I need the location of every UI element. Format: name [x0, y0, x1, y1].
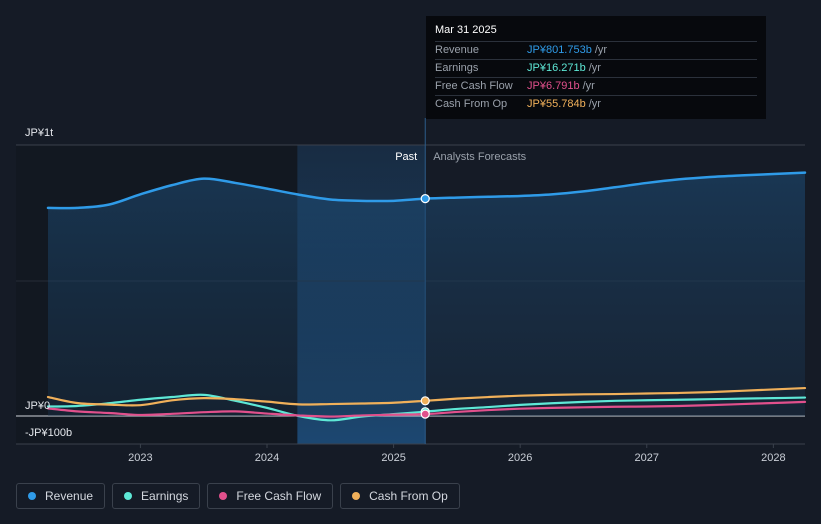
x-tick-2028: 2028 [761, 452, 785, 464]
legend-label: Cash From Op [369, 489, 448, 503]
y-label-minus-100b: -JP¥100b [25, 427, 72, 439]
tooltip-row-free-cash-flow: Free Cash Flow JP¥6.791b /yr [435, 77, 757, 95]
x-tick-2025: 2025 [381, 452, 405, 464]
tooltip-row-revenue: Revenue JP¥801.753b /yr [435, 41, 757, 59]
legend-item-revenue[interactable]: Revenue [16, 483, 106, 509]
revenue-area [48, 172, 805, 416]
revenue-marker [420, 194, 430, 204]
past-label: Past [395, 151, 417, 163]
legend-item-free-cash-flow[interactable]: Free Cash Flow [207, 483, 334, 509]
tooltip-unit: /yr [588, 62, 601, 74]
legend: Revenue Earnings Free Cash Flow Cash Fro… [16, 483, 460, 509]
tooltip: Mar 31 2025 Revenue JP¥801.753b /yr Earn… [426, 16, 766, 119]
x-tick-2027: 2027 [635, 452, 659, 464]
legend-dot-icon [219, 492, 228, 500]
y-label-1t: JP¥1t [25, 127, 53, 139]
x-tick-2024: 2024 [255, 452, 279, 464]
tooltip-row-earnings: Earnings JP¥16.271b /yr [435, 59, 757, 77]
tooltip-label: Earnings [435, 62, 479, 74]
tooltip-date: Mar 31 2025 [435, 24, 497, 36]
free-cash-flow-marker [420, 409, 430, 419]
tooltip-row-cash-from-op: Cash From Op JP¥55.784b /yr [435, 95, 757, 113]
legend-dot-icon [352, 492, 361, 500]
cash-from-op-marker [420, 396, 430, 406]
tooltip-value: JP¥6.791b [527, 80, 580, 92]
legend-dot-icon [124, 492, 133, 500]
tooltip-value: JP¥16.271b [527, 62, 586, 74]
tooltip-label: Free Cash Flow [435, 80, 513, 92]
forecast-label: Analysts Forecasts [433, 151, 526, 163]
tooltip-label: Cash From Op [435, 98, 508, 110]
legend-item-cash-from-op[interactable]: Cash From Op [340, 483, 460, 509]
tooltip-value: JP¥801.753b [527, 44, 592, 56]
legend-label: Earnings [141, 489, 189, 503]
x-tick-2023: 2023 [128, 452, 152, 464]
legend-label: Revenue [45, 489, 94, 503]
legend-label: Free Cash Flow [236, 489, 322, 503]
tooltip-value: JP¥55.784b [527, 98, 586, 110]
legend-item-earnings[interactable]: Earnings [112, 483, 201, 509]
tooltip-label: Revenue [435, 44, 480, 56]
tooltip-unit: /yr [594, 44, 608, 56]
tooltip-unit: /yr [582, 80, 595, 92]
y-label-0: JP¥0 [25, 400, 50, 412]
tooltip-unit: /yr [588, 98, 601, 110]
x-tick-2026: 2026 [508, 452, 532, 464]
legend-dot-icon [28, 492, 36, 500]
chart-area: Past Analysts Forecasts JP¥1t JP¥0 -JP¥100b 2… [16, 118, 807, 464]
